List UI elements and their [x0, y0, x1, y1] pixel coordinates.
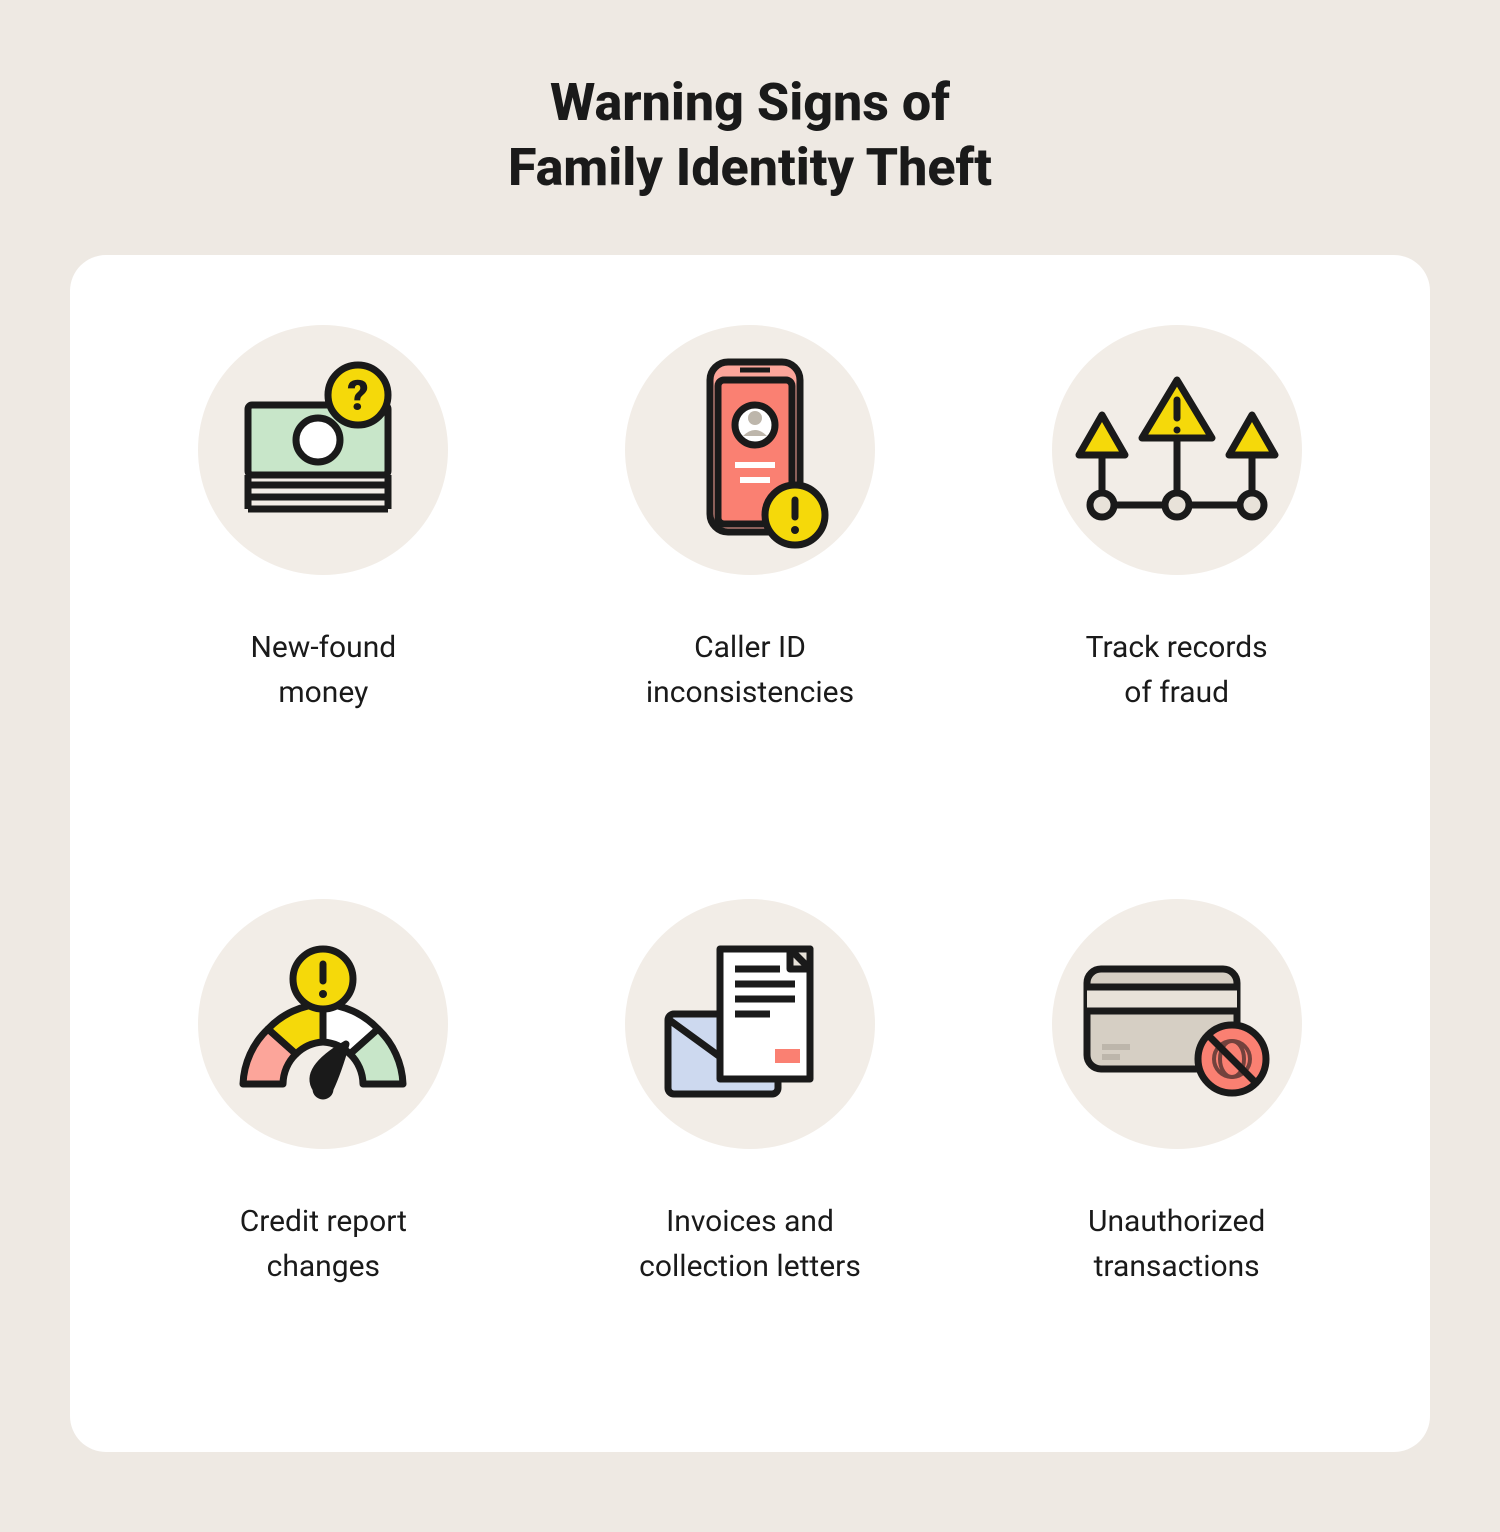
caption-line: Credit report	[240, 1204, 407, 1239]
phone-alert-icon	[655, 350, 845, 550]
caption-line: New-found	[250, 630, 396, 665]
item-caption: Caller ID inconsistencies	[646, 625, 854, 715]
svg-text:?: ?	[348, 372, 369, 421]
page-container: Warning Signs of Family Identity Theft	[0, 0, 1500, 1532]
grid-item: Invoices and collection letters	[557, 899, 944, 1393]
grid-item: Credit report changes	[130, 899, 517, 1393]
caption-line: changes	[267, 1249, 380, 1284]
icon-circle	[198, 899, 448, 1149]
caption-line: Unauthorized	[1088, 1204, 1265, 1239]
item-caption: Credit report changes	[240, 1199, 407, 1289]
grid-item: Caller ID inconsistencies	[557, 325, 944, 819]
money-question-icon: ?	[228, 355, 418, 545]
title-line-1: Warning Signs of	[550, 72, 950, 133]
item-caption: Invoices and collection letters	[639, 1199, 861, 1289]
invoice-mail-icon	[650, 929, 850, 1119]
grid-item: ? New-found money	[130, 325, 517, 819]
caption-line: Invoices and	[666, 1204, 834, 1239]
icon-circle: ?	[198, 325, 448, 575]
item-caption: Track records of fraud	[1086, 625, 1268, 715]
icon-circle	[1052, 899, 1302, 1149]
item-caption: Unauthorized transactions	[1088, 1199, 1265, 1289]
icon-circle	[625, 899, 875, 1149]
items-grid: ? New-found money	[130, 325, 1370, 1392]
caption-line: inconsistencies	[646, 675, 854, 710]
page-title: Warning Signs of Family Identity Theft	[508, 70, 992, 200]
warning-track-icon	[1067, 360, 1287, 540]
grid-item: Track records of fraud	[983, 325, 1370, 819]
item-caption: New-found money	[250, 625, 396, 715]
caption-line: of fraud	[1124, 675, 1229, 710]
caption-line: money	[278, 675, 368, 710]
content-card: ? New-found money	[70, 255, 1430, 1452]
card-blocked-icon	[1072, 939, 1282, 1109]
caption-line: Caller ID	[694, 630, 806, 665]
title-line-2: Family Identity Theft	[508, 137, 992, 198]
icon-circle	[1052, 325, 1302, 575]
caption-line: transactions	[1094, 1249, 1260, 1284]
caption-line: Track records	[1086, 630, 1268, 665]
caption-line: collection letters	[639, 1249, 861, 1284]
gauge-alert-icon	[218, 934, 428, 1114]
grid-item: Unauthorized transactions	[983, 899, 1370, 1393]
icon-circle	[625, 325, 875, 575]
